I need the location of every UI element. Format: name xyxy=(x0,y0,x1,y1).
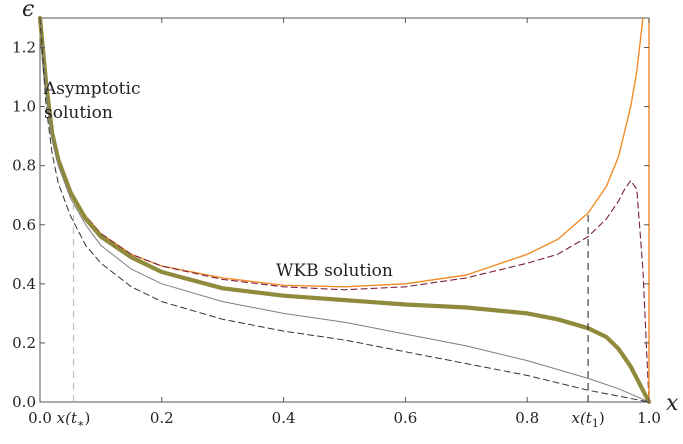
annotation-asymptotic: Asymptotic xyxy=(43,79,140,99)
vertical-lines xyxy=(72,18,650,402)
x-tick-label: 0.4 xyxy=(272,409,296,427)
x-tick-label: 0.2 xyxy=(150,409,174,427)
x-special-tick-label: x(t1) xyxy=(571,409,604,430)
plot-frame xyxy=(39,17,650,403)
series-line-0 xyxy=(39,17,644,288)
series-line-1 xyxy=(39,17,650,403)
x-tick-label: 0.6 xyxy=(393,409,417,427)
y-tick-label: 0.2 xyxy=(12,334,36,352)
x-special-tick-label: x(t∗) xyxy=(57,409,91,430)
y-tick-label: 1.0 xyxy=(12,98,36,116)
y-tick-label: 1.2 xyxy=(12,39,36,57)
y-tick-label: 0.8 xyxy=(12,157,36,175)
x-axis-title: x xyxy=(666,391,679,416)
x-tick-label: 0.0 xyxy=(28,409,52,427)
series-line-2 xyxy=(37,15,652,405)
axis-ticks: 0.0 0.2 0.4 0.6 0.8 1.0 1.2 0.0 0.2 0.4 0.6 0.8 1.0 x… xyxy=(12,18,661,430)
x-tick-label: 1.0 xyxy=(637,409,661,427)
series-line-3 xyxy=(39,17,650,403)
y-tick-label: 0.6 xyxy=(12,216,36,234)
series-line-4 xyxy=(39,17,650,403)
annotation-wkb-solution: WKB solution xyxy=(276,261,393,281)
y-axis-title: ϵ xyxy=(22,0,34,22)
series-layer xyxy=(37,15,652,405)
y-tick-label: 0.4 xyxy=(12,275,36,293)
y-tick-label: 0.0 xyxy=(12,393,36,411)
x-tick-label: 0.8 xyxy=(515,409,539,427)
annotation-solution: solution xyxy=(44,103,113,123)
